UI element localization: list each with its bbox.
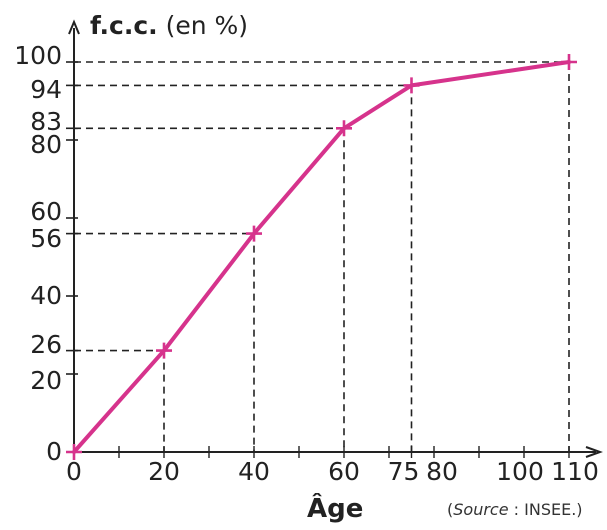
x-tick-label-40: 40 [238, 457, 270, 486]
y-tick-label-94: 94 [30, 75, 62, 105]
y-tick-label-100: 100 [14, 41, 62, 70]
y-axis-arrow [68, 19, 80, 35]
x-tick-label-20: 20 [148, 457, 180, 486]
y-tick-label-0: 0 [46, 437, 62, 466]
data-point-0 [66, 444, 82, 460]
series-line [72, 60, 571, 454]
data-point-75 [403, 77, 420, 94]
data-point-40 [246, 225, 262, 242]
x-tick-label-100: 100 [496, 457, 544, 486]
source-note: (Source : INSEE.) [447, 500, 583, 519]
y-tick-label-20: 20 [30, 366, 62, 395]
x-tick-label-80: 80 [426, 457, 458, 486]
y-tick-label-83: 83 [30, 107, 62, 137]
x-axis-arrow [585, 446, 603, 458]
source-label: Source [453, 500, 509, 519]
x-tick-label-75: 75 [387, 457, 420, 486]
source-value: : INSEE.) [513, 500, 583, 519]
y-axis-label-unit: (en %) [165, 11, 249, 40]
y-tick-label-26: 26 [30, 329, 62, 359]
data-point-110 [561, 54, 577, 70]
data-point-60 [336, 120, 352, 137]
data-point-20 [156, 342, 172, 359]
x-tick-label-60: 60 [328, 457, 360, 486]
x-tick-label-0: 0 [66, 457, 82, 486]
y-axis-label: f.c.c. (en %) [90, 11, 248, 40]
y-tick-label-80: 80 [30, 130, 62, 159]
y-tick-label-40: 40 [30, 281, 62, 310]
y-tick-label-60: 60 [30, 197, 62, 226]
y-axis-label-bold: f.c.c. [90, 11, 158, 40]
y-tick-label-56: 56 [30, 223, 62, 253]
x-tick-label-110: 110 [551, 457, 599, 486]
x-axis-label: Âge [307, 494, 364, 524]
